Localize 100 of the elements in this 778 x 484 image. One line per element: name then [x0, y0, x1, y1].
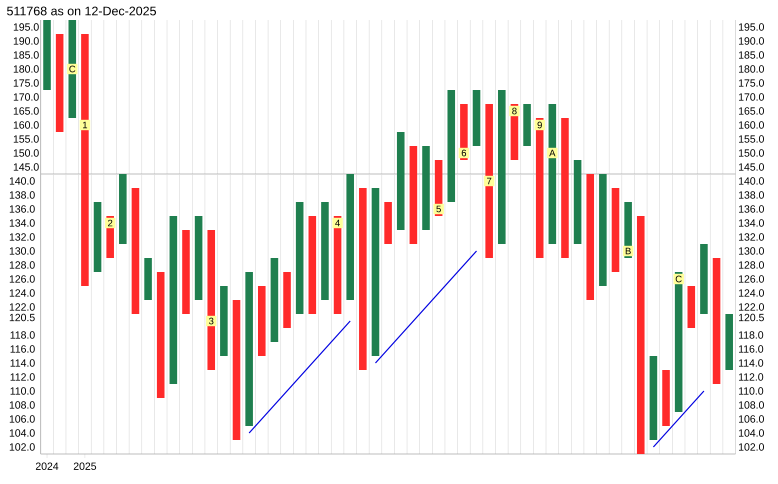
bar [119, 174, 127, 244]
bar [220, 286, 228, 356]
y2-tick-label: 132.0 [738, 233, 764, 241]
x-tick-label: 2024 [36, 462, 58, 470]
y2-tick-label: 175.0 [738, 79, 764, 87]
bar [245, 272, 253, 426]
bar [650, 356, 658, 440]
bar [156, 272, 165, 398]
y-tick-label: 134.0 [10, 219, 35, 227]
annotation: 8 [512, 108, 517, 114]
y-tick-label: 195.0 [14, 23, 39, 31]
annotation: 2 [108, 220, 112, 226]
y-tick-label: 190.0 [14, 37, 39, 45]
y2-tick-label: 180.0 [738, 65, 764, 73]
annotation: 5 [436, 206, 441, 212]
y2-tick-label: 134.0 [738, 219, 764, 227]
y2-tick-label: 128.0 [738, 261, 764, 269]
y2-tick-label: 108.0 [738, 401, 764, 409]
y-tick-label: 160.0 [14, 121, 39, 129]
bar [523, 104, 531, 146]
bar [359, 188, 367, 370]
chart-title: 511768 as on 12-Dec-2025 [7, 6, 156, 16]
y-tick-label: 104.0 [10, 429, 35, 437]
y2-tick-label: 160.0 [738, 121, 764, 129]
y-tick-label: 102.0 [10, 443, 35, 451]
bar [258, 286, 266, 356]
y-tick-label: 108.0 [10, 401, 35, 409]
bar [612, 188, 620, 272]
y-tick-label: 132.0 [10, 233, 35, 241]
y-tick-label: 118.0 [10, 331, 35, 339]
y-tick-label: 180.0 [14, 65, 39, 73]
bar [372, 188, 380, 356]
y2-tick-label: 118.0 [738, 331, 764, 339]
bar [346, 174, 354, 300]
bar [132, 188, 140, 314]
y-tick-label: 128.0 [10, 261, 35, 269]
annotation: C [676, 276, 682, 282]
annotation: 9 [538, 122, 542, 128]
bar [270, 258, 278, 342]
x-tick-label: 2025 [74, 462, 96, 470]
y2-tick-label: 110.0 [738, 387, 764, 395]
bar [472, 90, 480, 146]
y-tick-label: 106.0 [10, 415, 35, 423]
bar [144, 258, 152, 300]
annotation: 6 [462, 150, 466, 156]
y-tick-label: 124.0 [10, 289, 35, 297]
bar [283, 272, 291, 328]
bar [296, 202, 304, 314]
y2-tick-label: 170.0 [738, 93, 764, 101]
y-tick-label: 170.0 [14, 93, 39, 101]
y-tick-label: 130.0 [10, 247, 35, 255]
y2-tick-label: 102.0 [738, 443, 764, 451]
annotation: 3 [208, 318, 214, 324]
y2-tick-label: 126.0 [738, 275, 764, 283]
bar [56, 34, 64, 132]
bar [232, 300, 240, 440]
y2-tick-label: 145.0 [738, 163, 764, 171]
bar [586, 174, 594, 300]
annotation: C [69, 66, 76, 72]
y-tick-label: 116.0 [10, 345, 35, 353]
y2-tick-label: 120.5 [738, 314, 764, 322]
annotation: B [626, 248, 631, 254]
bar [700, 244, 708, 314]
bar [170, 216, 178, 384]
bar [688, 286, 696, 328]
annotation: A [549, 150, 556, 156]
y-tick-label: 120.5 [10, 314, 35, 322]
y2-tick-label: 138.0 [738, 191, 764, 199]
y-tick-label: 175.0 [14, 79, 39, 87]
y-tick-label: 112.0 [10, 373, 35, 381]
y2-tick-label: 116.0 [738, 345, 764, 353]
y-tick-label: 126.0 [10, 275, 35, 283]
y2-tick-label: 122.0 [738, 303, 764, 311]
bar [194, 216, 202, 300]
y2-tick-label: 104.0 [738, 429, 764, 437]
bar [43, 20, 51, 90]
bar [662, 370, 670, 426]
y-tick-label: 140.0 [10, 177, 35, 185]
bar [308, 216, 316, 314]
bar [321, 202, 329, 300]
y2-tick-label: 124.0 [738, 289, 764, 297]
y2-tick-label: 190.0 [738, 37, 764, 45]
y-tick-label: 145.0 [14, 163, 39, 171]
y-tick-label: 136.0 [10, 205, 35, 213]
annotation: 7 [487, 178, 492, 184]
y-tick-label: 150.0 [14, 149, 39, 157]
annotation: 4 [335, 220, 340, 226]
bar [599, 174, 607, 286]
bar [674, 272, 682, 412]
y-tick-label: 138.0 [10, 191, 35, 199]
bar [207, 230, 216, 370]
y-tick-label: 114.0 [10, 359, 35, 367]
y2-tick-label: 185.0 [738, 51, 764, 59]
y2-tick-label: 140.0 [738, 177, 764, 185]
y-tick-label: 155.0 [14, 135, 39, 143]
y2-tick-label: 155.0 [738, 135, 764, 143]
y2-tick-label: 106.0 [738, 415, 764, 423]
y-tick-label: 185.0 [14, 51, 39, 59]
y2-tick-label: 150.0 [738, 149, 764, 157]
bar [94, 202, 102, 272]
